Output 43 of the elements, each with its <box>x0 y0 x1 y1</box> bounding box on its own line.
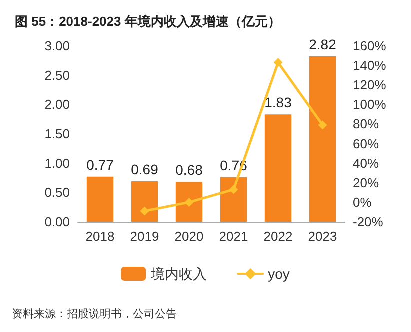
data-label: 2.82 <box>309 36 337 53</box>
y2-tick-label: 20% <box>353 175 380 190</box>
text: 资料来源：招股说明书，公司公告 <box>12 308 177 320</box>
point <box>140 206 150 216</box>
x-tick-label: 2023 <box>308 229 338 244</box>
y2-tick-label: 160% <box>353 38 387 54</box>
y2-tick-label: 40% <box>353 156 380 171</box>
y2-tick-label: 80% <box>353 116 380 132</box>
y-tick-label: 0.00 <box>44 214 70 230</box>
y2-tick-label: 60% <box>353 136 380 152</box>
y-tick-label: 2.00 <box>44 97 70 112</box>
y2-tick-label: -20% <box>353 214 384 230</box>
x-tick-label: 2018 <box>86 229 115 244</box>
data-label: 0.68 <box>176 162 204 178</box>
bar <box>131 182 158 222</box>
point <box>184 198 194 207</box>
point <box>318 120 328 130</box>
data-label: 0.69 <box>131 162 159 178</box>
bar <box>309 56 336 222</box>
bar <box>220 177 248 222</box>
legend-label: 境内收入 <box>150 266 208 282</box>
y2-tick-label: 140% <box>353 58 387 74</box>
y2-tick-label: 0% <box>353 194 372 210</box>
point <box>274 58 283 68</box>
chart-title: 图 55：2018-2023 年境内收入及增速（亿元） <box>15 14 281 29</box>
x-tick-label: 2022 <box>264 229 293 244</box>
bar <box>264 114 292 222</box>
data-label: 1.83 <box>264 94 292 111</box>
x-tick-label: 2020 <box>174 229 204 244</box>
data-label: 0.77 <box>86 156 114 173</box>
y-tick-label: 1.50 <box>44 126 70 142</box>
legend-label: yoy <box>268 266 290 282</box>
point <box>229 185 238 194</box>
y-tick-label: 3.00 <box>44 38 70 54</box>
x-tick-label: 2021 <box>219 229 248 244</box>
y-tick-label: 1.00 <box>44 156 70 171</box>
bar <box>86 176 114 222</box>
bar <box>176 182 203 222</box>
y-tick-label: 2.50 <box>44 68 70 83</box>
y2-tick-label: 100% <box>353 97 387 112</box>
y2-tick-label: 120% <box>353 78 387 93</box>
y-tick-label: 0.50 <box>44 185 70 200</box>
x-tick-label: 2019 <box>130 229 160 244</box>
